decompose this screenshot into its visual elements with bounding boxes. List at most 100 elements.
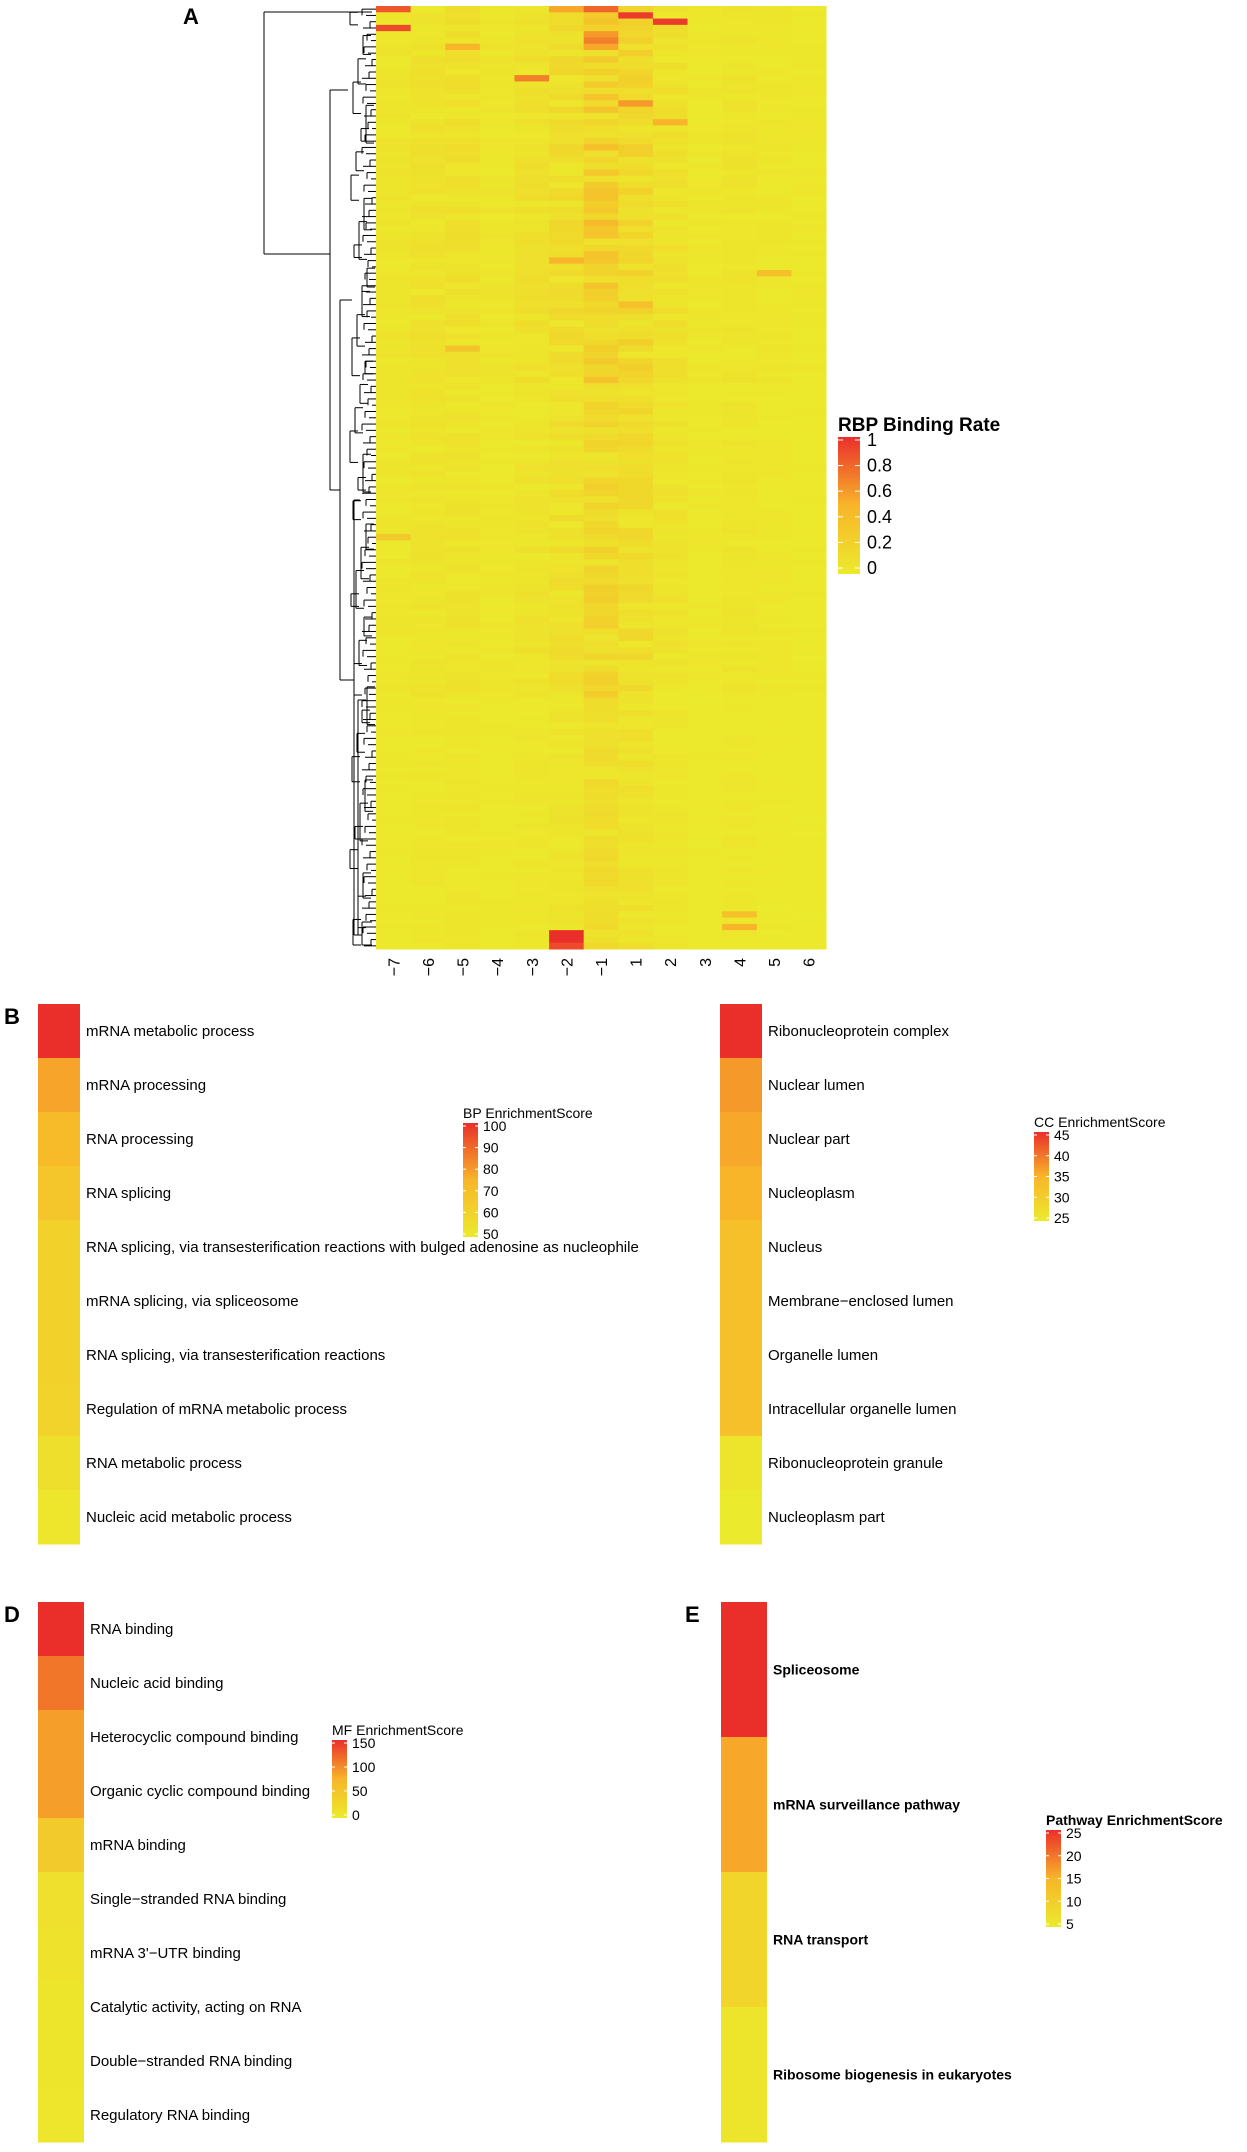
- heatmap-cell: [514, 370, 550, 378]
- heatmap-cell: [583, 603, 619, 611]
- heatmap-cell: [618, 332, 654, 340]
- heatmap-cell: [722, 194, 758, 202]
- heatmap-cell: [687, 395, 723, 403]
- heatmap-cell: [583, 12, 619, 20]
- panel-b-letter: B: [4, 1004, 20, 1029]
- heatmap-cell: [618, 823, 654, 831]
- heatmap-cell: [756, 420, 792, 428]
- heatmap-cell: [756, 647, 792, 655]
- heatmap-cell: [791, 754, 827, 761]
- heatmap-cell: [756, 131, 792, 139]
- heatmap-cell: [479, 257, 515, 265]
- heatmap-cell: [410, 747, 446, 755]
- heatmap-cell: [549, 31, 585, 38]
- heatmap-cell: [376, 12, 412, 20]
- heatmap-cell: [376, 351, 412, 359]
- heatmap-cell: [791, 622, 827, 629]
- heatmap-cell: [652, 490, 689, 497]
- heatmap-cell: [756, 12, 792, 20]
- heatmap-cell: [618, 458, 654, 466]
- heatmap-cell: [791, 534, 827, 541]
- heatmap-cell: [618, 383, 654, 390]
- heatmap-cell: [687, 515, 723, 523]
- heatmap-cell: [687, 251, 723, 258]
- heatmap-cell: [514, 628, 550, 636]
- heatmap-cell: [687, 879, 723, 887]
- heatmap-cell: [618, 672, 654, 680]
- column-label: −1: [594, 958, 611, 976]
- heatmap-cell: [618, 854, 654, 862]
- heatmap-cell: [618, 6, 654, 13]
- heatmap-cell: [410, 232, 446, 240]
- heatmap-cell: [445, 835, 481, 843]
- heatmap-cell: [618, 43, 654, 51]
- heatmap-cell: [756, 886, 792, 893]
- heatmap-cell: [791, 829, 827, 837]
- heatmap-cell: [376, 238, 412, 246]
- heatmap-cell: [687, 24, 723, 32]
- heatmap-cell: [549, 596, 585, 604]
- heatmap-cell: [479, 653, 515, 661]
- heatmap-cell: [410, 911, 446, 919]
- heatmap-cell: [376, 596, 412, 604]
- heatmap-cell: [791, 370, 827, 378]
- heatmap-cell: [514, 383, 550, 390]
- heatmap-cell: [722, 710, 758, 717]
- heatmap-cell: [722, 810, 758, 818]
- heatmap-cell: [376, 559, 412, 567]
- heatmap-cell: [583, 798, 619, 805]
- heatmap-cell: [410, 735, 446, 743]
- heatmap-cell: [445, 735, 481, 743]
- heatmap-cell: [687, 502, 723, 510]
- heatmap-cell: [583, 163, 619, 170]
- heatmap-cell: [514, 565, 550, 573]
- heatmap-cell: [652, 270, 689, 277]
- heatmap-cell: [791, 760, 827, 768]
- heatmap-cell: [618, 710, 654, 717]
- heatmap-cell: [618, 584, 654, 592]
- heatmap-cell: [376, 263, 412, 271]
- heatmap-cell: [514, 917, 550, 925]
- heatmap-cell: [791, 848, 827, 856]
- heatmap-cell: [618, 226, 654, 233]
- heatmap-cell: [618, 816, 654, 824]
- heatmap-cell: [791, 930, 827, 937]
- heatmap-cell: [376, 395, 412, 403]
- heatmap-cell: [756, 496, 792, 504]
- heatmap-cell: [618, 930, 654, 937]
- heatmap-cell: [376, 169, 412, 177]
- heatmap-cell: [652, 791, 689, 799]
- heatmap-cell: [652, 332, 689, 340]
- heatmap-cell: [756, 414, 792, 422]
- term-cell: [38, 1710, 84, 1765]
- heatmap-cell: [687, 779, 723, 787]
- heatmap-cell: [722, 87, 758, 95]
- heatmap-cell: [410, 6, 446, 13]
- heatmap-cell: [618, 911, 654, 919]
- heatmap-cell: [514, 163, 550, 170]
- heatmap-cell: [583, 288, 619, 296]
- heatmap-cell: [687, 867, 723, 875]
- heatmap-cell: [583, 716, 619, 724]
- heatmap-cell: [618, 182, 654, 189]
- heatmap-cell: [445, 389, 481, 397]
- heatmap-cell: [549, 427, 585, 434]
- heatmap-cell: [549, 735, 585, 743]
- heatmap-cell: [410, 810, 446, 818]
- heatmap-cell: [652, 345, 689, 353]
- heatmap-cell: [756, 829, 792, 837]
- heatmap-cell: [618, 842, 654, 849]
- heatmap-cell: [618, 942, 654, 950]
- heatmap-cell: [618, 307, 654, 315]
- heatmap-cell: [791, 106, 827, 114]
- heatmap-cell: [514, 144, 550, 152]
- heatmap-cell: [410, 188, 446, 196]
- heatmap-cell: [445, 182, 481, 189]
- heatmap-cell: [549, 238, 585, 246]
- heatmap-cell: [514, 112, 550, 120]
- heatmap-cell: [652, 376, 689, 384]
- heatmap-cell: [722, 138, 758, 145]
- heatmap-cell: [479, 508, 515, 516]
- heatmap-cell: [514, 219, 550, 227]
- heatmap-cell: [549, 383, 585, 390]
